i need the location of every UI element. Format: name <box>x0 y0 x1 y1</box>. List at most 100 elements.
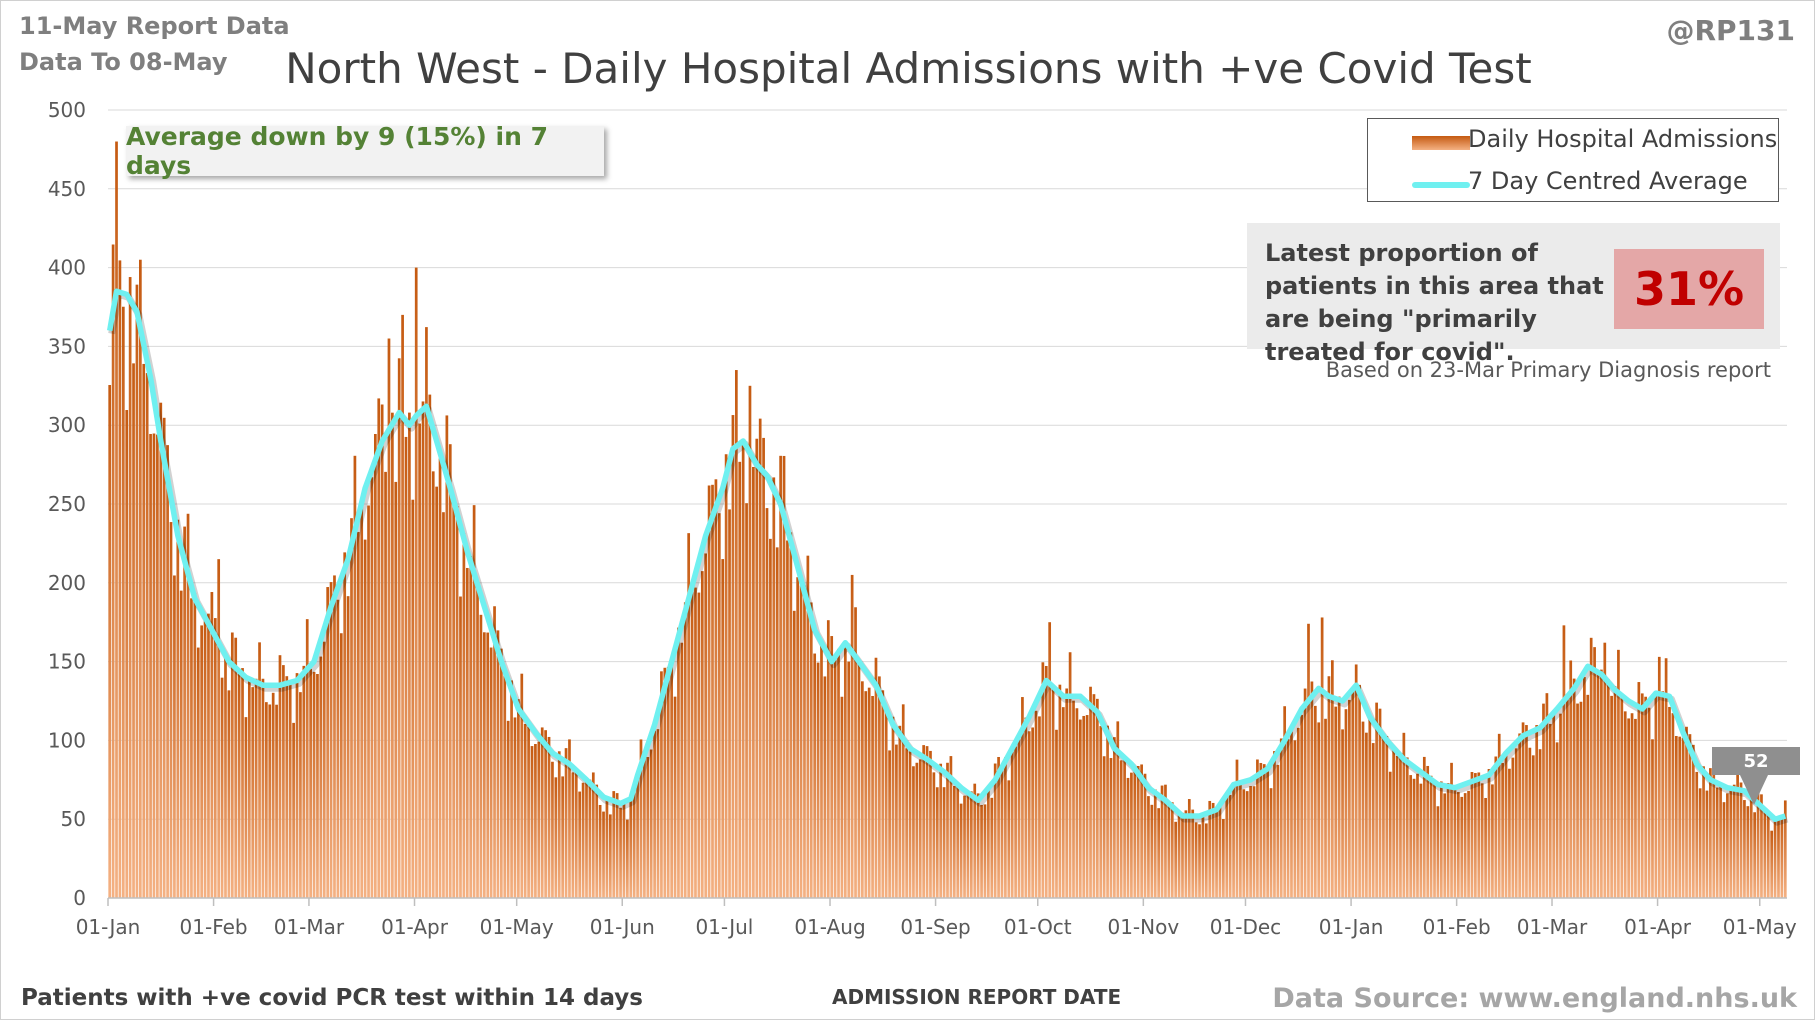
admission-bar <box>387 338 391 898</box>
admission-bar <box>292 722 295 898</box>
admission-bar <box>1525 725 1528 898</box>
admission-bar <box>966 794 970 898</box>
admission-bar <box>1358 684 1361 898</box>
admission-bar <box>922 745 926 898</box>
admission-bar <box>510 680 513 898</box>
admission-bar <box>139 259 142 899</box>
admission-bar <box>384 471 387 898</box>
admission-bar <box>1467 790 1470 898</box>
admission-bar <box>336 599 340 898</box>
admission-bar <box>367 505 370 898</box>
admission-bar <box>431 471 435 898</box>
admission-bar <box>898 725 902 898</box>
admission-bar <box>973 783 977 898</box>
x-tick-label: 01-Oct <box>1004 915 1072 939</box>
admission-bar <box>1004 757 1007 898</box>
admission-bar <box>591 772 595 898</box>
admission-bar <box>1000 769 1004 898</box>
admission-bar <box>724 454 728 898</box>
admission-bar <box>1133 771 1137 898</box>
admission-bar <box>1630 713 1634 898</box>
admission-bar <box>666 666 670 898</box>
admission-bar <box>782 455 786 898</box>
admission-bar <box>1603 642 1607 898</box>
admission-bar <box>438 458 442 898</box>
admission-bar <box>1416 773 1419 898</box>
admission-bar <box>806 555 810 898</box>
admission-bar <box>1412 778 1416 898</box>
admission-bar <box>1136 765 1140 898</box>
admission-bar <box>1010 749 1014 898</box>
admission-bar <box>1749 795 1753 898</box>
admission-bar <box>1157 808 1161 898</box>
admission-bar <box>305 619 309 898</box>
admission-bar <box>1361 721 1365 898</box>
admission-bar <box>1153 789 1157 898</box>
admission-bar <box>414 267 418 899</box>
admission-bar <box>142 363 146 898</box>
admission-bar <box>1456 792 1460 898</box>
admission-bar <box>1426 765 1430 898</box>
admission-bar <box>418 423 421 898</box>
admission-bar <box>574 768 578 898</box>
admission-bar <box>1174 821 1178 898</box>
admission-bar <box>428 394 432 898</box>
admission-bar <box>1777 820 1780 898</box>
admission-bar <box>1695 771 1699 898</box>
admission-bar <box>605 800 609 898</box>
admission-bar <box>1501 763 1504 898</box>
admission-bar <box>963 795 966 898</box>
admission-bar <box>500 648 503 898</box>
admission-bar <box>854 607 857 898</box>
admission-bar <box>1334 706 1338 898</box>
admission-bar <box>472 505 476 898</box>
admission-bar <box>758 418 762 898</box>
admission-bar <box>517 699 520 898</box>
admission-bar <box>1354 664 1358 898</box>
data-to-date: Data To 08-May <box>19 48 228 76</box>
admission-bar <box>527 726 530 898</box>
admission-bar <box>1232 782 1235 898</box>
admission-bar <box>1273 751 1276 898</box>
admission-bar <box>1041 662 1045 898</box>
admission-bar <box>551 761 554 898</box>
admission-bar <box>482 632 486 898</box>
admission-bar <box>779 455 782 898</box>
admission-bar <box>932 772 936 898</box>
admission-bar <box>1313 705 1317 898</box>
admission-bar <box>717 513 721 898</box>
admission-bar <box>1770 830 1774 898</box>
admission-bar <box>891 716 895 898</box>
admission-bar <box>598 805 602 898</box>
admission-bar <box>455 505 459 898</box>
admission-bar <box>442 512 445 898</box>
admission-bar <box>261 678 265 898</box>
admission-bar <box>1559 713 1562 898</box>
admission-bar <box>1647 707 1651 898</box>
admission-bar <box>1504 753 1508 898</box>
admission-bar <box>1399 753 1402 898</box>
admission-bar <box>687 533 691 898</box>
admission-bar <box>1552 710 1556 898</box>
admission-bar <box>1664 658 1668 898</box>
admission-bar <box>1783 800 1787 898</box>
admission-bar <box>1593 647 1596 898</box>
y-tick-label: 350 <box>48 334 86 358</box>
admission-bar <box>1644 696 1648 898</box>
admission-bar <box>775 547 779 898</box>
admission-bar <box>881 690 885 898</box>
y-tick-label: 450 <box>48 177 86 201</box>
admission-bar <box>523 723 527 898</box>
admission-bar <box>476 582 479 898</box>
admission-bar <box>176 519 180 898</box>
y-tick-label: 0 <box>73 886 86 910</box>
admission-bar <box>408 412 411 898</box>
admission-bar <box>1259 762 1263 898</box>
admission-bar <box>452 497 456 898</box>
admission-bar <box>1068 652 1072 898</box>
admission-bar <box>1160 785 1164 898</box>
admission-bar <box>615 793 619 898</box>
admission-bar <box>540 727 544 898</box>
legend: Daily Hospital Admissions 7 Day Centred … <box>1367 118 1779 202</box>
admission-bar <box>629 801 633 898</box>
